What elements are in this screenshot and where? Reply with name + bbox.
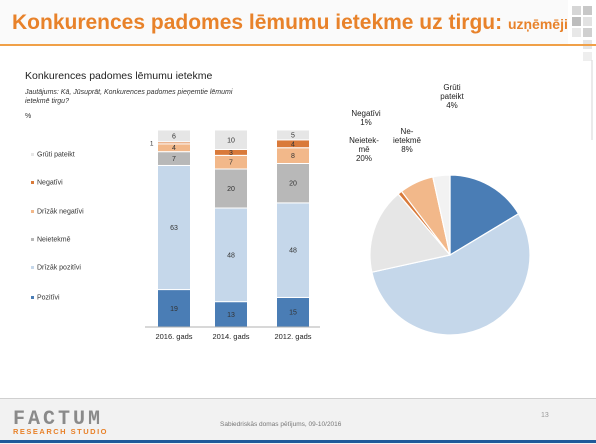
bar-drizak-pozitivi-2 xyxy=(276,202,310,298)
bar-value-label: 63 xyxy=(170,225,178,232)
legend-label: Negatīvi xyxy=(37,180,63,187)
bar-value-label: 1 xyxy=(150,140,154,147)
legend-label: Drīzāk negatīvi xyxy=(37,209,84,216)
bar-value-label: 48 xyxy=(227,252,235,259)
legend-swatch-neietekme xyxy=(31,238,34,241)
bar-gruti-pateikt-0 xyxy=(157,129,191,143)
legend-swatch-drizak-negativi xyxy=(31,210,34,213)
pie-label: 8% xyxy=(401,145,413,154)
bar-gruti-pateikt-2 xyxy=(276,129,310,141)
pie-label: pateikt xyxy=(440,92,464,101)
title-underline xyxy=(0,44,596,46)
slide-title-main: Konkurences padomes lēmumu ietekme uz ti… xyxy=(12,11,508,34)
pie-slice-gruti-pateikt xyxy=(432,174,451,256)
chart-question: Jautājums: Kā, Jūsuprāt, Konkurences pad… xyxy=(25,89,233,105)
pie-label: mē xyxy=(358,145,370,154)
legend-swatch-drizak-pozitivi xyxy=(31,266,34,269)
title-bar xyxy=(0,0,596,44)
footer-source: Sabiedriskās domas pētījums, 09-10/2016 xyxy=(220,421,342,428)
x-axis-label: 2014. gads xyxy=(212,332,249,341)
legend-swatch-gruti-pateikt xyxy=(31,153,34,156)
slide-title-small: uzņēmēji xyxy=(507,16,568,32)
bar-drizak-pozitivi-0 xyxy=(157,164,191,291)
bar-value-label: 5 xyxy=(291,132,295,139)
bar-value-label: 6 xyxy=(172,133,176,140)
bar-value-label: 48 xyxy=(289,248,297,255)
bar-value-label: 8 xyxy=(291,153,295,160)
bar-value-label: 7 xyxy=(172,156,176,163)
bar-neietekme-2 xyxy=(276,162,310,204)
bar-value-label: 10 xyxy=(227,137,235,144)
factum-logo-subtitle: RESEARCH STUDIO xyxy=(13,427,109,436)
chart-title: Konkurences padomes lēmumu ietekme xyxy=(25,70,213,82)
x-axis-label: 2012. gads xyxy=(274,332,311,341)
chart-unit-note: % xyxy=(25,113,32,120)
legend-label: Drīzāk pozitīvi xyxy=(37,265,81,272)
pie-slice-pozitivi xyxy=(449,174,520,257)
bar-value-label: 3 xyxy=(229,150,233,157)
pie-label: 20% xyxy=(356,154,372,163)
legend-swatch-negativi xyxy=(31,181,34,184)
corner-decoration xyxy=(568,0,596,140)
bar-gruti-pateikt-1 xyxy=(214,129,248,151)
pie-label: Pozitīvi xyxy=(472,143,498,152)
footer xyxy=(0,398,596,444)
bar-value-label: 15 xyxy=(289,310,297,317)
bar-value-label: 20 xyxy=(289,181,297,188)
pie-label: 19% xyxy=(477,152,493,161)
slide-title: Konkurences padomes lēmumu ietekme uz ti… xyxy=(12,11,568,35)
legend-label: Grūti pateikt xyxy=(37,152,75,159)
x-axis-label: 2016. gads xyxy=(155,332,192,341)
legend-swatch-pozitivi xyxy=(31,296,34,299)
pie-label: Neietek- xyxy=(349,136,379,145)
pie-slice-neietekme xyxy=(369,193,452,273)
legend-label: Pozitīvi xyxy=(37,295,60,302)
bar-value-label: 13 xyxy=(227,312,235,319)
pie-slice-drizak-pozitivi xyxy=(371,212,531,336)
pie-label: 4% xyxy=(446,101,458,110)
bar-value-label: 20 xyxy=(227,186,235,193)
page-number: 13 xyxy=(541,412,549,419)
bar-value-label: 19 xyxy=(170,306,178,313)
pie-label: Grūti xyxy=(443,83,461,92)
bar-value-label: 4 xyxy=(172,145,176,152)
bar-value-label: 7 xyxy=(229,160,233,167)
footer-bottom-line xyxy=(0,440,596,443)
pie-label: Ne- xyxy=(401,127,414,136)
legend-label: Neietekmē xyxy=(37,237,71,244)
pie-label: 1% xyxy=(360,118,372,127)
pie-label: ietekmē xyxy=(393,136,422,145)
factum-logo-text: FACTUM xyxy=(13,408,104,431)
pie-label: Negatīvi xyxy=(351,109,381,118)
bar-value-label: 4 xyxy=(291,141,295,148)
